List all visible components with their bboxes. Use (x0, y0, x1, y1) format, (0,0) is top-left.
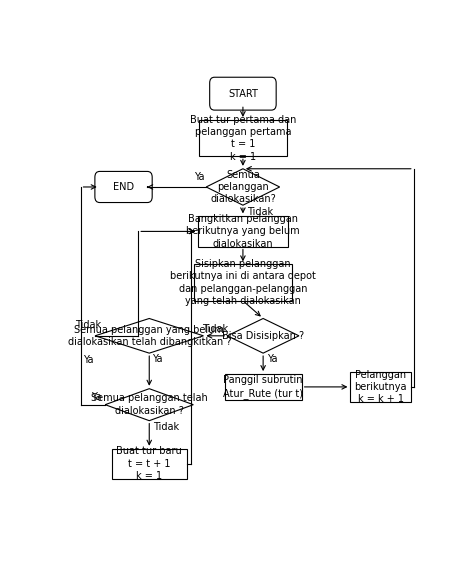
Text: Bangkitkan pelanggan
berikutnya yang belum
dialokasikan: Bangkitkan pelanggan berikutnya yang bel… (186, 214, 300, 249)
Polygon shape (95, 319, 203, 353)
Text: Semua pelanggan telah
dialokasikan ?: Semua pelanggan telah dialokasikan ? (91, 394, 208, 416)
Bar (225, 374, 301, 400)
Bar (111, 449, 187, 479)
Bar (350, 372, 411, 402)
Text: Tidak: Tidak (202, 324, 228, 334)
Text: Tidak: Tidak (75, 320, 101, 329)
Text: Semua
pelanggan
dialokasikan?: Semua pelanggan dialokasikan? (210, 170, 276, 204)
FancyBboxPatch shape (210, 77, 276, 110)
Text: START: START (228, 89, 258, 99)
Text: Tidak: Tidak (153, 422, 179, 432)
FancyBboxPatch shape (95, 171, 152, 203)
Text: Buat tur baru
t = t + 1
k = 1: Buat tur baru t = t + 1 k = 1 (117, 447, 182, 481)
Text: Ya: Ya (152, 354, 163, 364)
Polygon shape (228, 319, 299, 353)
Bar (198, 216, 288, 246)
Text: Sisipkan pelanggan
berikutnya ini di antara depot
dan pelanggan-pelanggan
yang t: Sisipkan pelanggan berikutnya ini di ant… (170, 259, 316, 306)
Text: Ya: Ya (267, 354, 277, 364)
Text: Bisa Disisipkan ?: Bisa Disisipkan ? (222, 331, 304, 341)
Text: Panggil subrutin
Atur_Rute (tur t): Panggil subrutin Atur_Rute (tur t) (223, 375, 303, 399)
Bar (199, 120, 287, 156)
Text: Semua pelanggan yang belum
dialokasikan telah dibangkitkan ?: Semua pelanggan yang belum dialokasikan … (67, 325, 231, 347)
Text: Buat tur pertama dan
pelanggan pertama
t = 1
k = 1: Buat tur pertama dan pelanggan pertama t… (190, 114, 296, 162)
Text: Pelanggan
berikutnya
k = k + 1: Pelanggan berikutnya k = k + 1 (355, 369, 407, 404)
Polygon shape (105, 389, 193, 421)
Text: END: END (113, 182, 134, 192)
Polygon shape (206, 168, 280, 205)
Text: Tidak: Tidak (246, 207, 273, 218)
Text: Ya: Ya (91, 392, 101, 402)
Text: Ya: Ya (83, 355, 94, 365)
Bar (194, 264, 292, 301)
Text: Ya: Ya (194, 172, 204, 182)
